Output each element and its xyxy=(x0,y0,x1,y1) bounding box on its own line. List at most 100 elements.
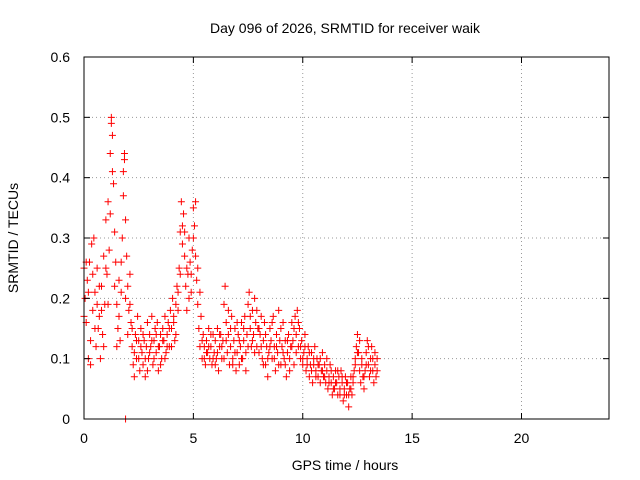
data-point xyxy=(262,331,270,339)
data-point xyxy=(299,355,307,363)
data-point xyxy=(128,325,136,332)
data-point xyxy=(264,355,272,363)
data-point xyxy=(242,349,250,357)
data-point xyxy=(150,355,158,363)
data-point xyxy=(221,282,229,290)
data-point xyxy=(318,349,326,357)
data-point xyxy=(193,276,201,284)
data-point xyxy=(130,373,138,381)
data-point xyxy=(213,325,221,332)
data-point xyxy=(172,331,180,339)
data-point xyxy=(139,361,147,369)
data-point xyxy=(186,258,194,266)
data-point xyxy=(83,276,91,284)
data-point xyxy=(168,343,175,351)
data-point xyxy=(172,300,180,308)
data-point xyxy=(117,288,125,296)
data-point xyxy=(200,355,208,363)
data-point xyxy=(107,119,115,127)
data-point xyxy=(325,379,333,387)
data-point xyxy=(290,361,298,369)
data-point xyxy=(102,216,110,224)
data-point xyxy=(170,312,178,320)
data-point xyxy=(161,355,169,363)
data-point xyxy=(93,264,101,272)
data-point xyxy=(257,343,265,351)
data-point xyxy=(224,331,232,339)
data-point xyxy=(106,210,114,218)
data-point xyxy=(229,361,237,369)
data-point xyxy=(371,361,379,369)
data-point xyxy=(268,318,276,326)
data-point xyxy=(89,306,97,314)
data-point xyxy=(124,331,132,339)
data-point xyxy=(122,216,130,224)
data-point xyxy=(113,343,121,351)
data-point xyxy=(246,325,254,332)
data-point xyxy=(107,113,115,121)
data-point xyxy=(95,312,103,320)
data-point xyxy=(220,355,228,363)
data-point xyxy=(270,355,278,363)
data-point xyxy=(305,373,313,381)
data-point xyxy=(118,234,126,242)
data-point xyxy=(170,318,178,326)
data-point xyxy=(232,367,240,375)
data-point xyxy=(362,349,370,357)
data-point xyxy=(189,204,197,212)
data-point xyxy=(103,270,111,278)
data-point xyxy=(88,240,96,248)
data-point xyxy=(119,168,127,176)
data-point xyxy=(231,349,239,357)
data-point xyxy=(205,325,213,332)
data-point xyxy=(373,367,381,375)
data-point xyxy=(96,355,104,363)
data-point xyxy=(104,198,112,206)
data-point xyxy=(372,373,380,381)
data-point xyxy=(115,312,123,320)
data-point xyxy=(292,331,300,339)
data-point xyxy=(163,331,171,339)
data-point xyxy=(131,331,139,339)
data-point xyxy=(126,270,134,278)
data-point xyxy=(148,312,156,320)
data-point xyxy=(285,331,293,339)
data-point xyxy=(181,252,189,260)
data-point xyxy=(358,355,366,363)
data-point xyxy=(339,397,347,405)
data-point xyxy=(351,361,359,369)
data-point xyxy=(349,379,357,387)
data-point xyxy=(153,318,161,326)
data-point xyxy=(124,282,132,290)
chart-title: Day 096 of 2026, SRMTID for receiver wai… xyxy=(210,20,481,36)
data-point xyxy=(294,318,302,326)
data-point xyxy=(205,343,213,351)
data-point xyxy=(301,331,309,339)
y-tick-label: 0 xyxy=(62,411,70,427)
data-point xyxy=(305,349,313,357)
data-point xyxy=(122,294,130,302)
data-point xyxy=(108,131,116,139)
data-point xyxy=(345,391,353,399)
data-point xyxy=(290,325,298,332)
data-point xyxy=(260,318,268,326)
data-point xyxy=(363,337,371,345)
data-point xyxy=(111,228,119,236)
data-point xyxy=(108,168,116,176)
data-point xyxy=(141,373,149,381)
data-point xyxy=(367,367,375,375)
data-point xyxy=(115,276,123,284)
data-point xyxy=(316,355,324,363)
data-point xyxy=(178,222,186,230)
data-point xyxy=(273,331,280,339)
data-point xyxy=(269,312,277,320)
data-point xyxy=(243,331,251,339)
data-point xyxy=(211,337,219,345)
data-point xyxy=(84,288,92,296)
data-point xyxy=(195,325,203,332)
x-tick-label: 20 xyxy=(514,430,530,446)
data-point xyxy=(183,306,191,314)
data-point xyxy=(152,349,160,357)
data-point xyxy=(286,367,294,375)
